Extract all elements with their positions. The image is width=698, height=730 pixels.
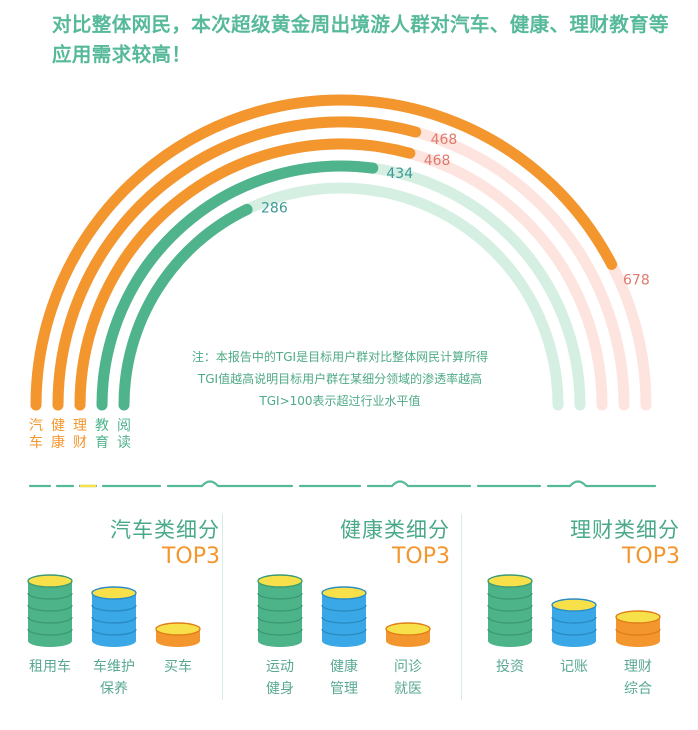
- arc-bar-2: [74, 138, 416, 411]
- panel-separator-1: [222, 514, 223, 700]
- panel-title: 理财类细分: [570, 518, 680, 542]
- coin-label-0: 运动 健身: [250, 656, 310, 700]
- coin-label-line: 车维护: [93, 659, 135, 675]
- coin-label-0: 租用车: [20, 656, 80, 678]
- coin-label-1: 车维护 保养: [84, 656, 144, 700]
- coin-label-line: 租用车: [29, 659, 71, 675]
- coin-label-line: 健康: [330, 659, 358, 675]
- panel-separator-2: [461, 514, 462, 700]
- coin-label-line: 投资: [496, 659, 524, 675]
- panel-subtitle: TOP3: [391, 544, 450, 569]
- value-label-2: 468: [424, 153, 451, 169]
- coin-label-1: 记账: [544, 656, 604, 678]
- panel-title: 健康类细分: [340, 518, 450, 542]
- coin-label-1: 健康 管理: [314, 656, 374, 700]
- category-label-3: 教育: [95, 418, 109, 451]
- coin-label-line: 保养: [100, 681, 128, 697]
- coin-label-2: 买车: [148, 656, 208, 678]
- arc-bar-4: [118, 203, 253, 411]
- arc-bar-1: [52, 116, 422, 411]
- value-label-4: 286: [261, 200, 288, 216]
- value-label-3: 434: [386, 166, 413, 182]
- coin-stack-1: [321, 586, 367, 647]
- panel-2: 理财类细分 TOP3 投资 记账 理财综合: [470, 506, 698, 706]
- coin-label-line: 就医: [394, 681, 422, 697]
- coin-stack-0: [27, 574, 73, 647]
- coin-label-line: 买车: [164, 659, 192, 675]
- coin-stack-2: [615, 610, 661, 647]
- coin-label-2: 理财 综合: [608, 656, 668, 700]
- coin-label-2: 问诊 就医: [378, 656, 438, 700]
- coin-label-line: 运动: [266, 659, 294, 675]
- note-line-2: TGI值越高说明目标用户群在某细分领域的渗透率越高: [197, 372, 483, 386]
- coin-label-0: 投资: [480, 656, 540, 678]
- coin-stack-2: [385, 622, 431, 647]
- value-label-0: 678: [623, 272, 650, 288]
- category-label-4: 阅读: [117, 418, 131, 451]
- coin-label-line: 问诊: [394, 659, 422, 675]
- panel-subtitle: TOP3: [621, 544, 680, 569]
- arc-bar-3: [96, 160, 379, 411]
- tgi-radial-chart: 678 468 468 434 286: [30, 94, 652, 411]
- coin-label-line: 记账: [560, 659, 588, 675]
- panel-title: 汽车类细分: [110, 518, 220, 542]
- coin-stack-0: [257, 574, 303, 647]
- headline: 对比整体网民，本次超级黄金周出境游人群对汽车、健康、理财教育等应用需求较高！: [52, 13, 669, 66]
- category-label-0: 汽车: [29, 418, 43, 451]
- panel-0: 汽车类细分 TOP3 租用车 车维护 保养 买车: [10, 506, 240, 706]
- coin-stack-1: [551, 598, 597, 647]
- category-label-2: 理财: [73, 418, 87, 451]
- coin-stack-2: [155, 622, 201, 647]
- coin-label-line: 管理: [330, 681, 358, 697]
- coin-stack-1: [91, 586, 137, 647]
- coin-stack-0: [487, 574, 533, 647]
- note-line-1: 注：本报告中的TGI是目标用户群对比整体网民计算所得: [191, 350, 489, 364]
- panel-subtitle: TOP3: [161, 544, 220, 569]
- coin-label-line: 健身: [266, 681, 294, 697]
- category-label-1: 健康: [51, 418, 65, 451]
- coin-label-line: 综合: [624, 681, 652, 697]
- value-label-1: 468: [431, 132, 458, 148]
- panel-1: 健康类细分 TOP3 运动 健身 健康 管理 问诊 就医: [240, 506, 470, 706]
- coin-label-line: 理财: [624, 659, 652, 675]
- note-line-3: TGI>100表示超过行业水平值: [259, 394, 421, 408]
- wavy-divider: [28, 480, 657, 488]
- arc-bar-0: [30, 94, 618, 411]
